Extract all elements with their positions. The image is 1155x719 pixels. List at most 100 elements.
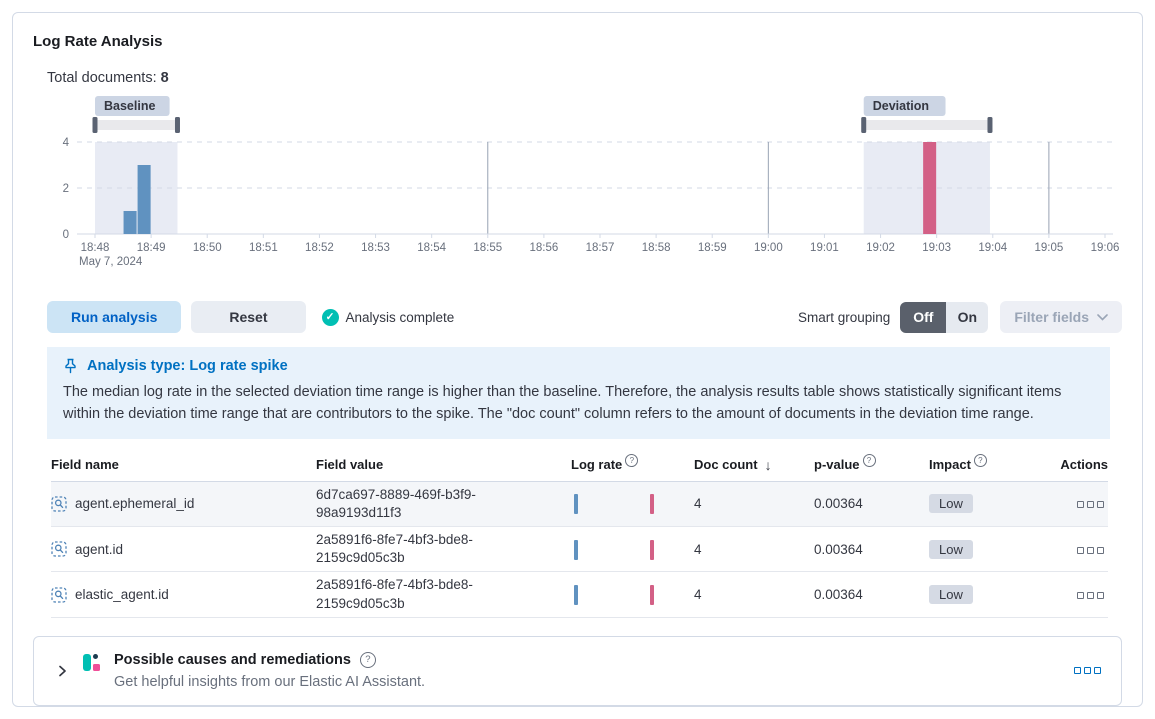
histogram-svg: 18:48 18:49 18:50 18:51 18:52 18:53 18:54 18:55…	[63, 96, 1120, 268]
controls-row: Run analysis Reset ✓ Analysis complete S…	[47, 301, 1122, 333]
reset-button[interactable]: Reset	[191, 301, 306, 333]
col-impact[interactable]: Impact?	[929, 454, 1041, 472]
baseline-brush-handle[interactable]	[92, 117, 98, 133]
impact-cell: Low	[929, 585, 1041, 605]
table-body: agent.ephemeral_id 6d7ca697-8889-469f-b3…	[51, 481, 1108, 618]
svg-text:18:55: 18:55	[473, 242, 502, 254]
field-filter-icon[interactable]	[51, 586, 67, 603]
info-icon[interactable]: ?	[625, 454, 639, 467]
svg-text:4: 4	[63, 137, 70, 149]
panel-actions-icon[interactable]	[1071, 667, 1101, 675]
field-name: agent.id	[75, 541, 124, 557]
run-analysis-button[interactable]: Run analysis	[47, 301, 182, 333]
svg-text:19:06: 19:06	[1091, 242, 1120, 254]
filter-fields-button[interactable]: Filter fields	[1000, 301, 1122, 333]
row-actions	[1041, 587, 1108, 602]
col-p-value[interactable]: p-value?	[814, 454, 929, 472]
results-table: Field name Field value Log rate? Doc cou…	[51, 453, 1108, 618]
possible-causes-subtitle: Get helpful insights from our Elastic AI…	[114, 673, 426, 690]
svg-text:18:52: 18:52	[305, 242, 334, 254]
document-count-chart: 18:48 18:49 18:50 18:51 18:52 18:53 18:54 18:55…	[47, 96, 1122, 275]
table-row: agent.id 2a5891f6-8fe7-4bf3-bde8-2159c9d…	[51, 527, 1108, 573]
doc-count: 4	[694, 541, 702, 557]
table-row: elastic_agent.id 2a5891f6-8fe7-4bf3-bde8…	[51, 572, 1108, 618]
svg-text:19:05: 19:05	[1034, 242, 1063, 254]
deviation-brush-handle[interactable]	[987, 117, 993, 133]
svg-text:Baseline: Baseline	[104, 99, 155, 113]
elastic-ai-assistant-icon	[83, 653, 100, 671]
p-value: 0.00364	[814, 541, 863, 557]
doc-count: 4	[694, 496, 702, 512]
total-documents-value: 8	[160, 70, 169, 86]
svg-text:18:54: 18:54	[417, 242, 446, 254]
baseline-mini-bar	[574, 585, 578, 606]
col-field-name[interactable]: Field name	[51, 457, 119, 472]
svg-text:19:03: 19:03	[922, 242, 951, 254]
row-actions-icon[interactable]	[1074, 592, 1104, 600]
baseline-bar	[123, 211, 137, 234]
field-filter-icon[interactable]	[51, 541, 67, 557]
sort-desc-icon[interactable]: ↓	[764, 456, 772, 473]
p-value: 0.00364	[814, 587, 863, 603]
deviation-badge	[863, 96, 946, 116]
row-actions	[1041, 496, 1108, 511]
baseline-mini-bar	[574, 539, 578, 560]
deviation-brush[interactable]	[863, 120, 990, 130]
baseline-brush[interactable]	[95, 120, 178, 130]
help-icon[interactable]: ?	[359, 651, 376, 668]
field-value: 2a5891f6-8fe7-4bf3-bde8-2159c9d05c3b	[316, 577, 473, 611]
svg-text:18:51: 18:51	[249, 242, 278, 254]
chevron-down-icon	[1097, 313, 1108, 321]
log-rate-sparkline	[571, 529, 694, 570]
callout-body: The median log rate in the selected devi…	[63, 384, 1062, 422]
deviation-brush-handle[interactable]	[861, 117, 867, 133]
chevron-right-icon[interactable]	[54, 662, 71, 680]
field-value-cell: 2a5891f6-8fe7-4bf3-bde8-2159c9d05c3b	[316, 527, 571, 571]
baseline-brush-handle[interactable]	[174, 117, 180, 133]
impact-badge: Low	[929, 494, 973, 514]
field-filter-icon[interactable]	[51, 496, 67, 512]
analysis-status: ✓ Analysis complete	[321, 308, 454, 326]
svg-text:18:50: 18:50	[193, 242, 222, 254]
field-name: agent.ephemeral_id	[75, 496, 195, 512]
callout-title-row: Analysis type: Log rate spike	[63, 358, 1094, 374]
analysis-type-callout: Analysis type: Log rate spike The median…	[47, 347, 1110, 439]
col-log-rate[interactable]: Log rate?	[571, 454, 694, 472]
svg-text:19:00: 19:00	[754, 242, 783, 254]
impact-badge: Low	[929, 585, 973, 605]
col-actions: Actions	[1060, 457, 1108, 472]
svg-text:19:02: 19:02	[866, 242, 895, 254]
deviation-mini-bar	[650, 585, 654, 606]
possible-causes-text: Possible causes and remediations ? Get h…	[114, 651, 426, 690]
field-value: 2a5891f6-8fe7-4bf3-bde8-2159c9d05c3b	[316, 531, 473, 566]
col-field-value[interactable]: Field value	[316, 457, 384, 472]
filter-fields-label: Filter fields	[1014, 309, 1089, 325]
field-name-cell: agent.id	[51, 541, 316, 557]
baseline-bar	[137, 165, 151, 234]
impact-cell: Low	[929, 494, 1041, 514]
log-rate-sparkline	[571, 483, 694, 524]
svg-text:Deviation: Deviation	[873, 99, 929, 113]
smart-grouping-on[interactable]: On	[946, 301, 989, 333]
row-actions-icon[interactable]	[1074, 546, 1104, 554]
check-icon: ✓	[321, 308, 339, 326]
info-icon[interactable]: ?	[862, 454, 876, 467]
possible-causes-accordion: Possible causes and remediations ? Get h…	[33, 635, 1122, 706]
svg-text:19:04: 19:04	[978, 242, 1007, 254]
col-doc-count[interactable]: Doc count ↓	[694, 456, 772, 473]
smart-grouping-label: Smart grouping	[798, 309, 891, 325]
smart-grouping-off[interactable]: Off	[900, 301, 947, 333]
deviation-bar	[923, 142, 937, 234]
row-actions-icon[interactable]	[1074, 501, 1104, 509]
possible-causes-title[interactable]: Possible causes and remediations	[114, 651, 351, 668]
doc-count: 4	[694, 587, 702, 603]
p-value: 0.00364	[814, 496, 863, 512]
impact-badge: Low	[929, 539, 973, 559]
smart-grouping-toggle: Off On	[900, 301, 989, 333]
baseline-badge	[95, 96, 170, 116]
pin-icon	[65, 358, 76, 374]
svg-text:18:48: 18:48	[81, 242, 110, 254]
svg-text:18:56: 18:56	[529, 242, 558, 254]
info-icon[interactable]: ?	[973, 454, 987, 467]
field-name-cell: elastic_agent.id	[51, 586, 316, 603]
